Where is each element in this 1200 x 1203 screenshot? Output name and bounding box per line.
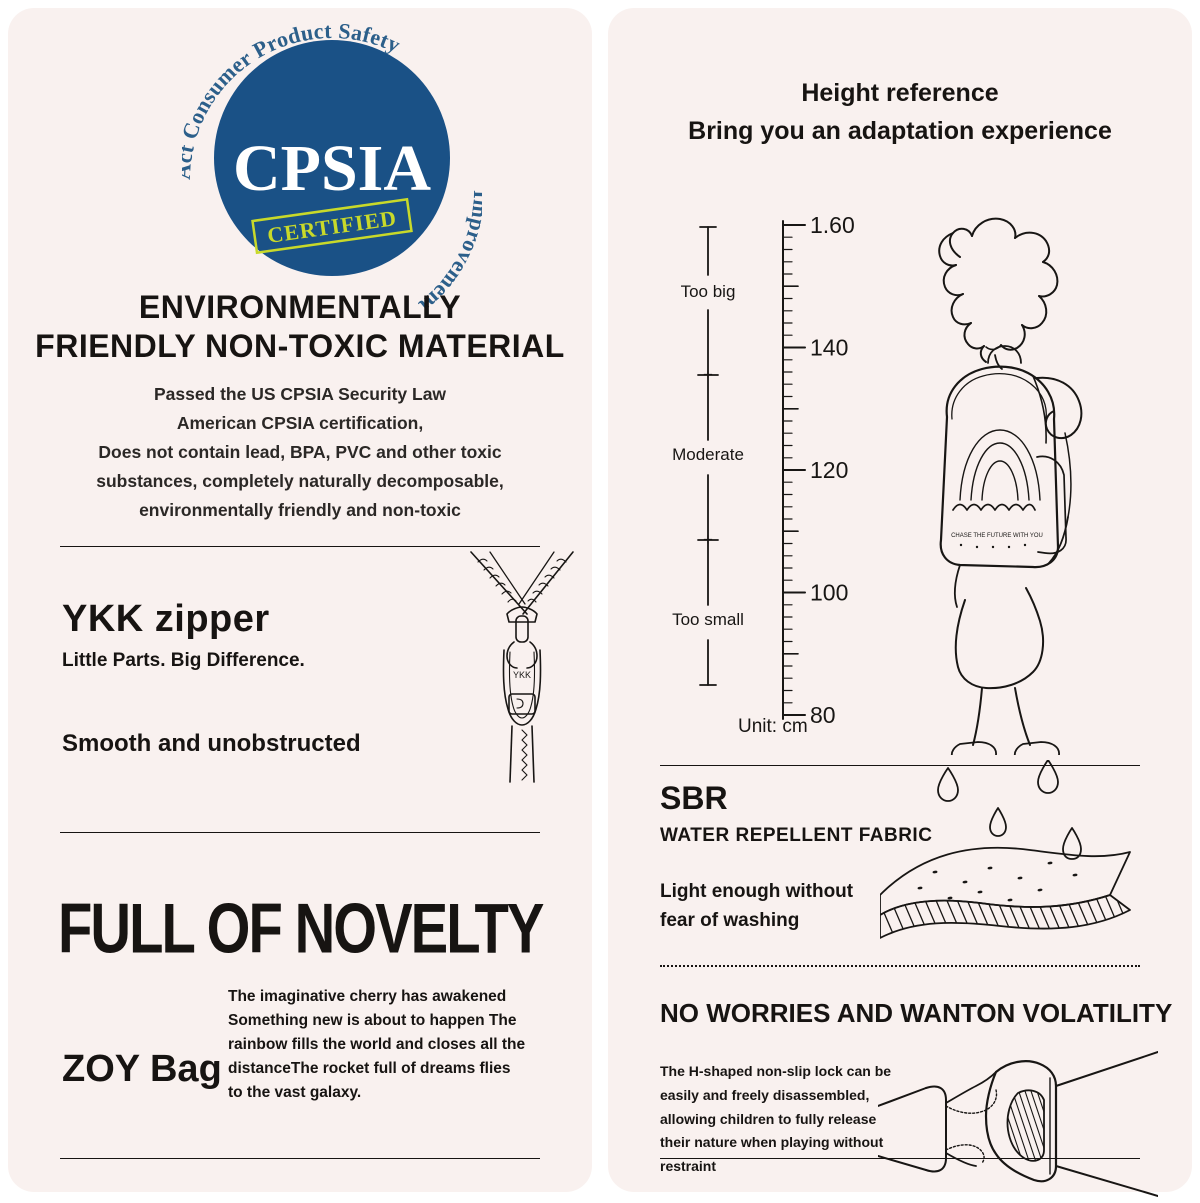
svg-text:1.60: 1.60: [810, 215, 855, 238]
svg-text:Too big: Too big: [681, 282, 736, 301]
svg-text:YKK: YKK: [513, 670, 531, 680]
svg-text:120: 120: [810, 457, 848, 483]
svg-text:Unit: cm: Unit: cm: [738, 716, 808, 735]
svg-text:+: +: [703, 530, 713, 549]
svg-text:80: 80: [810, 702, 836, 728]
svg-text:Too small: Too small: [672, 610, 744, 629]
svg-text:140: 140: [810, 335, 848, 361]
svg-text:Moderate: Moderate: [672, 445, 744, 464]
svg-text:CPSIA: CPSIA: [233, 132, 431, 205]
svg-text:CHASE THE FUTURE WITH YOU: CHASE THE FUTURE WITH YOU: [951, 533, 1043, 539]
svg-text:100: 100: [810, 580, 848, 606]
svg-text:+: +: [703, 365, 713, 384]
